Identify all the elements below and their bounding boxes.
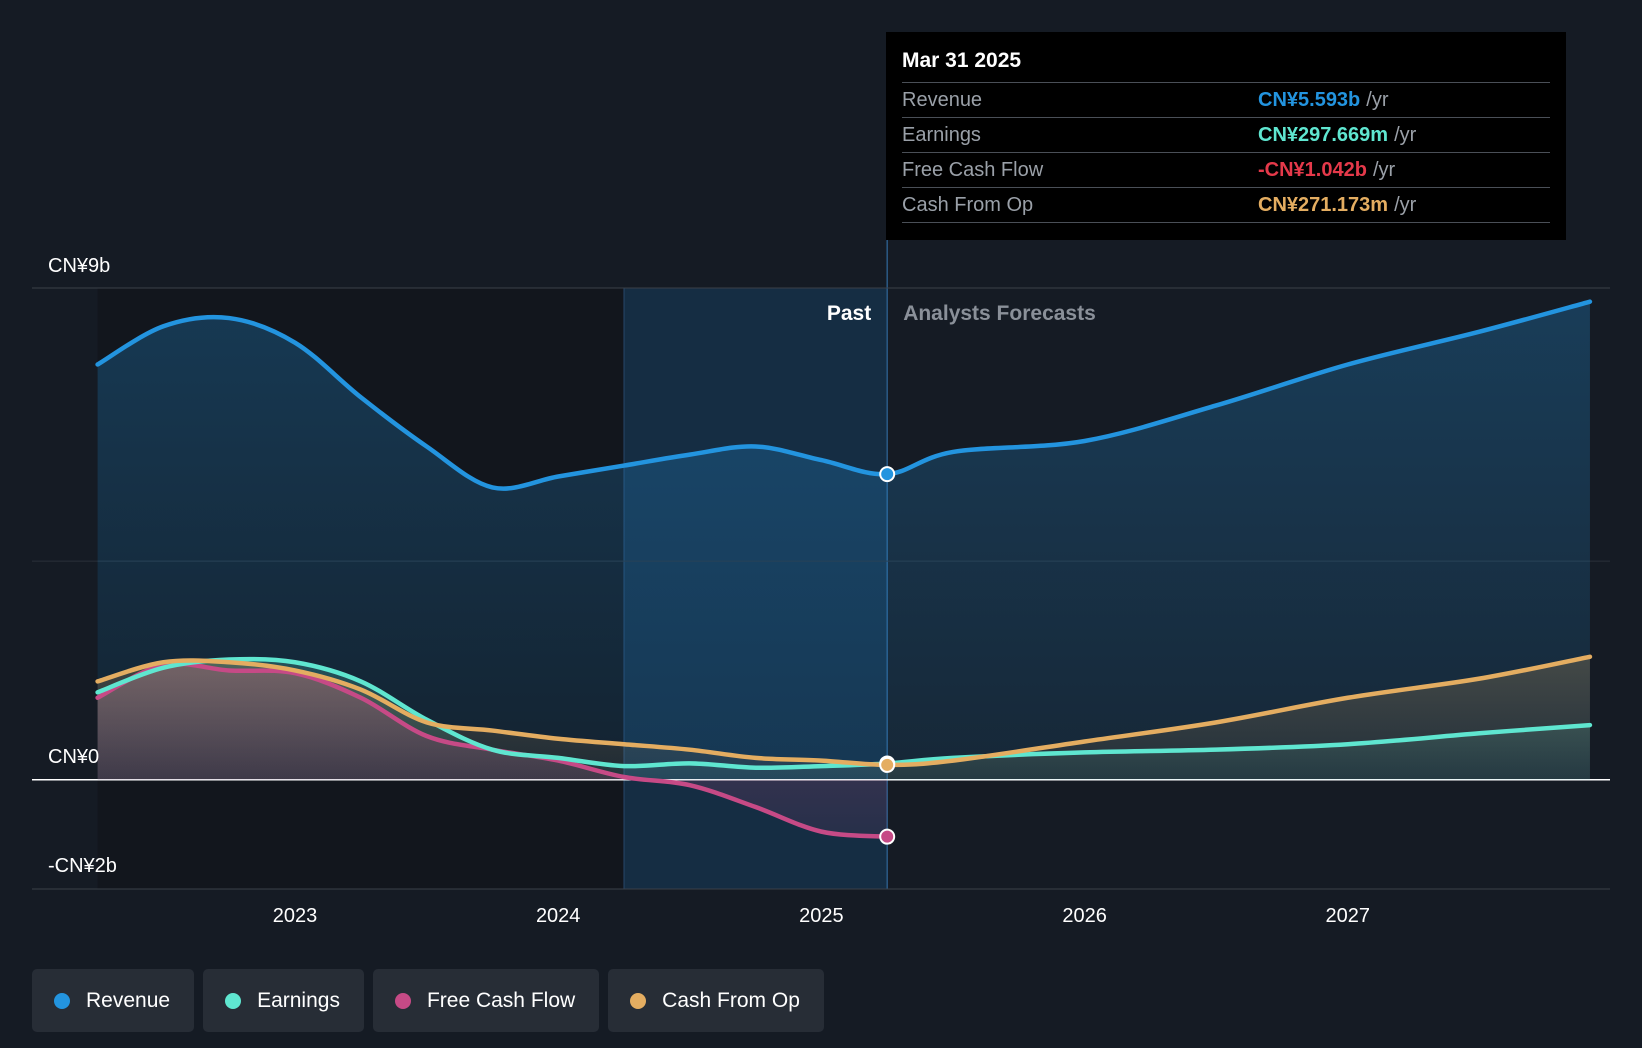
past-label: Past <box>827 302 871 325</box>
x-tick-label: 2025 <box>799 905 844 927</box>
tooltip-unit: /yr <box>1366 89 1389 111</box>
tooltip-value: CN¥297.669m <box>1258 124 1389 146</box>
tooltip-row-revenue: Revenue CN¥5.593b /yr <box>902 83 1550 118</box>
tooltip-value: CN¥5.593b <box>1258 89 1361 111</box>
tooltip-row-free-cash-flow: Free Cash Flow -CN¥1.042b /yr <box>902 153 1550 188</box>
tooltip-label: Revenue <box>902 89 983 111</box>
y-label-top: CN¥9b <box>48 255 110 277</box>
legend: Revenue Earnings Free Cash Flow Cash Fro… <box>32 969 833 1032</box>
x-tick-label: 2024 <box>536 905 581 927</box>
revenue-line <box>95 299 1593 491</box>
x-tick-label: 2027 <box>1326 905 1371 927</box>
tooltip-unit: /yr <box>1372 159 1396 181</box>
legend-item-revenue[interactable]: Revenue <box>32 969 195 1032</box>
tooltip-label: Free Cash Flow <box>902 159 1044 181</box>
y-label-zero: CN¥0 <box>48 746 99 768</box>
tooltip: Mar 31 2025 Revenue CN¥5.593b /yr Earnin… <box>886 32 1566 240</box>
revenue-dot-icon <box>54 992 70 1009</box>
cash-from-op-marker <box>879 756 896 773</box>
x-tick-label: 2026 <box>1062 905 1107 927</box>
legend-label: Earnings <box>257 988 340 1012</box>
revenue-area <box>97 301 1590 780</box>
earnings-dot-icon <box>225 992 242 1009</box>
legend-item-free-cash-flow[interactable]: Free Cash Flow <box>372 969 600 1032</box>
tooltip-date: Mar 31 2025 <box>902 46 1550 83</box>
tooltip-value: -CN¥1.042b <box>1258 159 1367 181</box>
revenue-marker <box>879 466 896 483</box>
tooltip-unit: /yr <box>1394 124 1417 146</box>
legend-item-earnings[interactable]: Earnings <box>203 969 364 1032</box>
legend-item-cash-from-op[interactable]: Cash From Op <box>608 969 824 1032</box>
earnings-line <box>95 656 1593 771</box>
free-cash-flow-marker <box>879 828 896 845</box>
tooltip-label: Earnings <box>902 124 981 146</box>
tooltip-row-earnings: Earnings CN¥297.669m /yr <box>902 118 1550 153</box>
tooltip-unit: /yr <box>1394 194 1417 216</box>
legend-label: Free Cash Flow <box>426 988 576 1012</box>
free-cash-flow-dot-icon <box>394 992 411 1009</box>
tooltip-label: Cash From Op <box>902 194 1034 216</box>
y-label-bottom: -CN¥2b <box>48 855 117 877</box>
forecast-label: Analysts Forecasts <box>903 302 1096 325</box>
cash-from-op-line <box>95 654 1593 768</box>
legend-label: Cash From Op <box>662 988 800 1012</box>
legend-label: Revenue <box>86 988 171 1012</box>
tooltip-value: CN¥271.173m <box>1258 194 1389 216</box>
x-tick-label: 2023 <box>273 905 318 927</box>
cash-from-op-dot-icon <box>630 992 647 1009</box>
tooltip-row-cash-from-op: Cash From Op CN¥271.173m /yr <box>902 188 1550 223</box>
